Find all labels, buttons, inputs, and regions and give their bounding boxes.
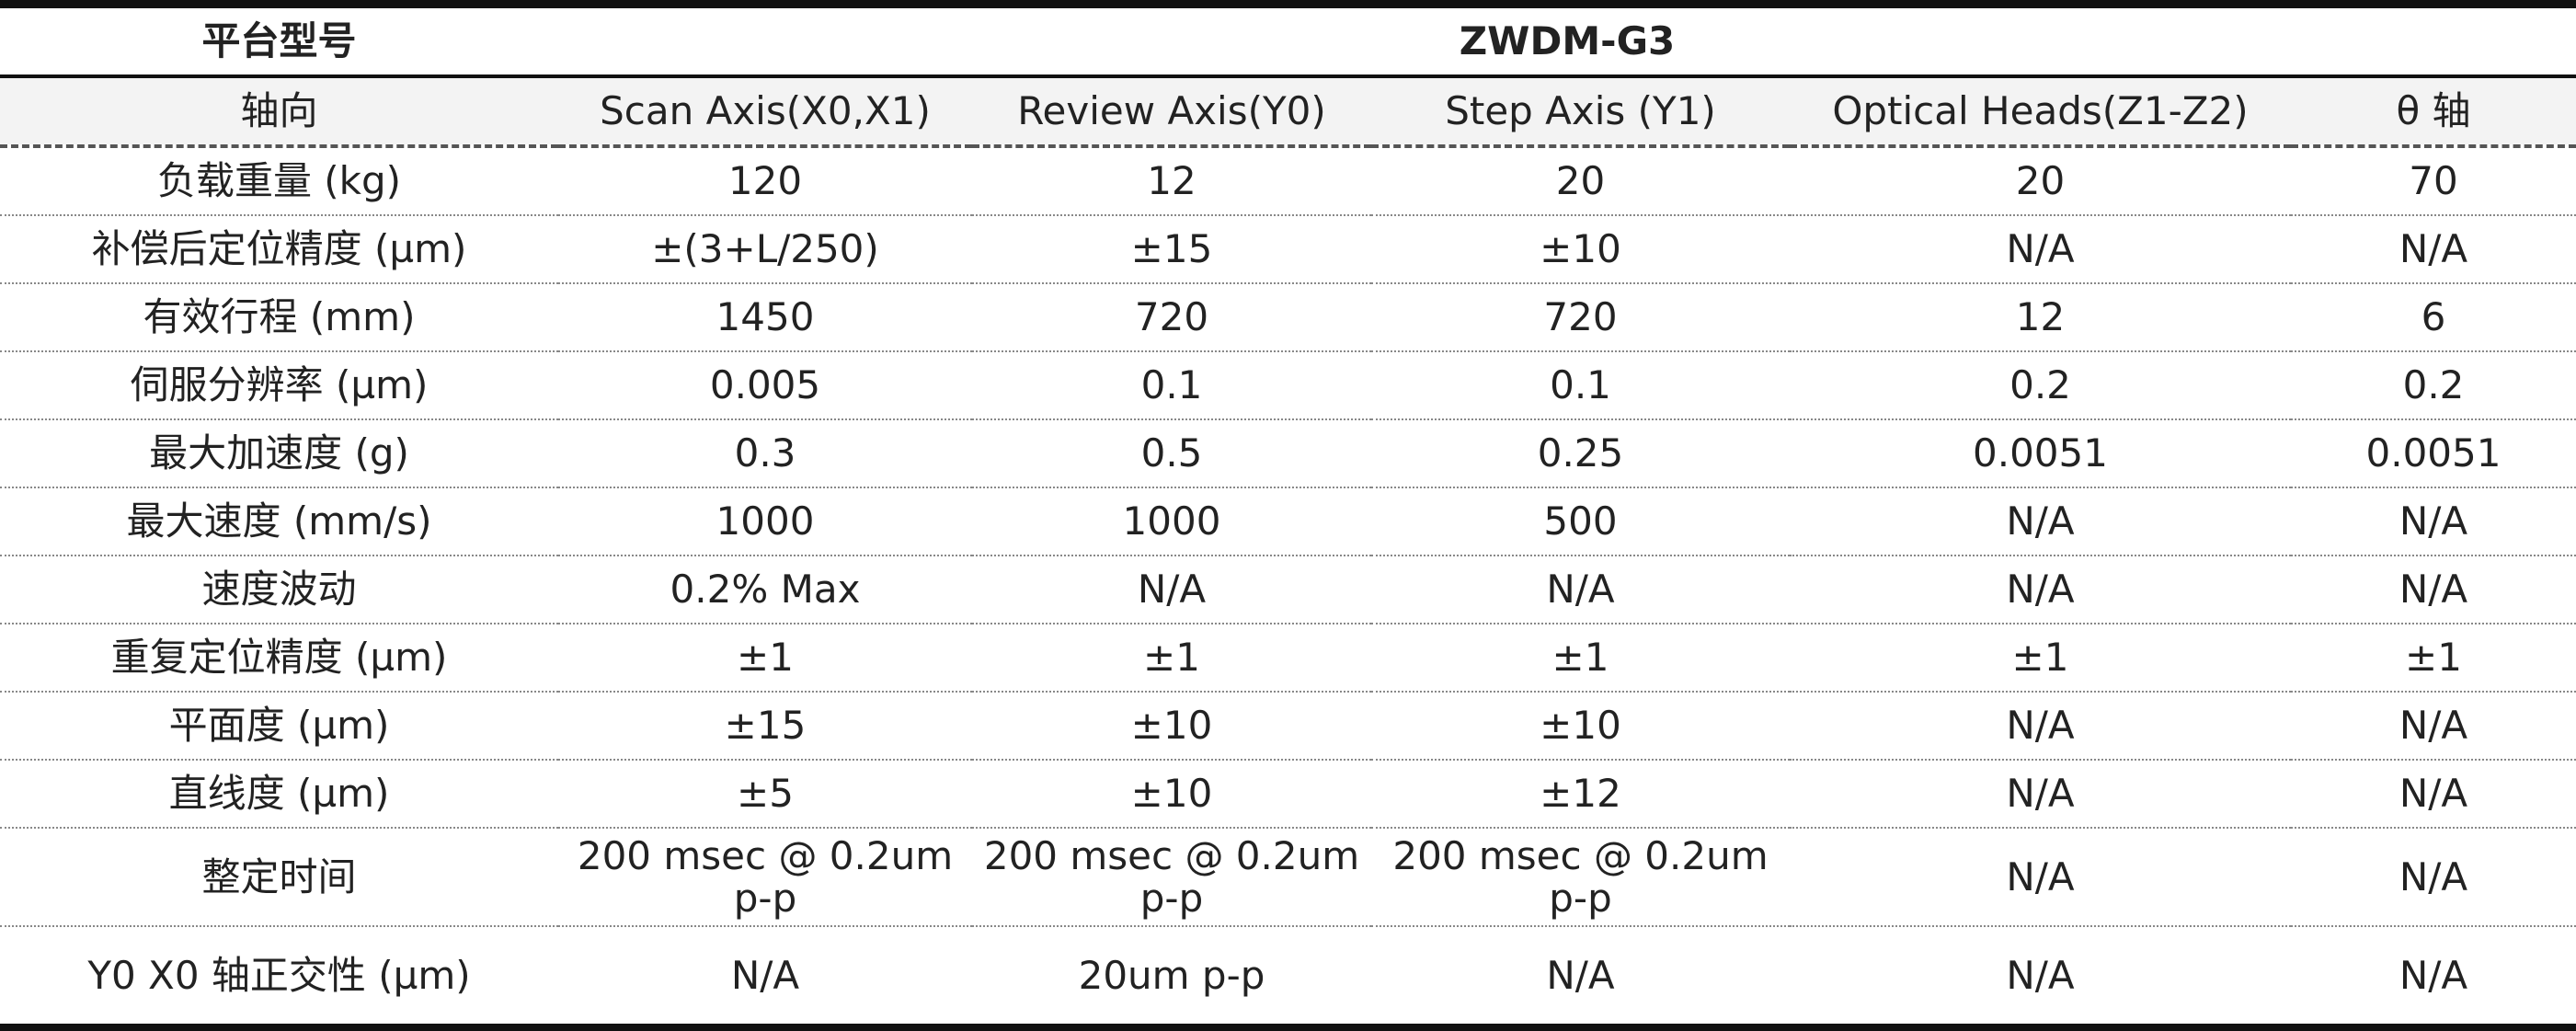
table-cell: 1000 [972,487,1371,556]
table-cell: 0.0051 [1790,419,2291,488]
table-cell: 20 [1790,146,2291,216]
table-row: 平面度 (µm) ±15 ±10 ±10 N/A N/A [0,692,2576,761]
table-cell: ±10 [972,760,1371,829]
table-cell: 伺服分辨率 (µm) [0,351,558,420]
table-cell: ±1 [1371,624,1790,693]
table-cell: 0.0051 [2291,419,2576,488]
table-cell: ±5 [558,760,972,829]
table-cell: 负载重量 (kg) [0,146,558,216]
table-cell: N/A [2291,828,2576,927]
table-cell: 200 msec @ 0.2um p-p [1371,828,1790,927]
table-cell: N/A [1790,926,2291,1031]
table-cell: 0.2 [2291,351,2576,420]
table-row: Y0 X0 轴正交性 (µm) N/A 20um p-p N/A N/A N/A [0,926,2576,1031]
table-row: 最大加速度 (g) 0.3 0.5 0.25 0.0051 0.0051 [0,419,2576,488]
table-cell: N/A [1371,926,1790,1031]
table-row: 平台型号 ZWDM-G3 [0,0,2576,78]
table-cell: 20 [1371,146,1790,216]
table-cell: N/A [1371,556,1790,624]
table-row: 轴向 Scan Axis(X0,X1) Review Axis(Y0) Step Ax… [0,76,2576,148]
table-cell: N/A [1790,828,2291,927]
table-cell: ±12 [1371,760,1790,829]
table-cell: N/A [558,926,972,1031]
table-cell: 0.2 [1790,351,2291,420]
table-cell: 1450 [558,283,972,352]
table-row: 伺服分辨率 (µm) 0.005 0.1 0.1 0.2 0.2 [0,351,2576,420]
table-cell: 12 [972,146,1371,216]
table-cell: 最大加速度 (g) [0,419,558,488]
table-row: 整定时间 200 msec @ 0.2um p-p 200 msec @ 0.2um… [0,828,2576,927]
table-cell: Step Axis (Y1) [1371,76,1790,148]
table-cell: N/A [2291,760,2576,829]
table-cell: θ 轴 [2291,76,2576,148]
table-cell: ±15 [972,215,1371,284]
table-cell: 200 msec @ 0.2um p-p [972,828,1371,927]
table-cell: 0.2% Max [558,556,972,624]
table-cell: 120 [558,146,972,216]
table-cell: ±1 [1790,624,2291,693]
table-cell: 重复定位精度 (µm) [0,624,558,693]
table-cell: N/A [2291,215,2576,284]
table-cell: 直线度 (µm) [0,760,558,829]
table-cell: 0.25 [1371,419,1790,488]
table-cell: ±10 [1371,692,1790,761]
table-cell: 12 [1790,283,2291,352]
table-row: 有效行程 (mm) 1450 720 720 12 6 [0,283,2576,352]
table-cell: ZWDM-G3 [558,0,2576,78]
table-cell: 6 [2291,283,2576,352]
table-cell: 轴向 [0,76,558,148]
table-cell: N/A [1790,692,2291,761]
table-cell: 补偿后定位精度 (µm) [0,215,558,284]
table-cell: N/A [972,556,1371,624]
table-cell: N/A [1790,487,2291,556]
table-cell: 最大速度 (mm/s) [0,487,558,556]
table-row: 负载重量 (kg) 120 12 20 20 70 [0,146,2576,216]
table-cell: 0.3 [558,419,972,488]
table-cell: N/A [2291,487,2576,556]
table-cell: 500 [1371,487,1790,556]
table-row: 重复定位精度 (µm) ±1 ±1 ±1 ±1 ±1 [0,624,2576,693]
table-cell: 70 [2291,146,2576,216]
table-row: 速度波动 0.2% Max N/A N/A N/A N/A [0,556,2576,624]
table-cell: 1000 [558,487,972,556]
table-cell: 整定时间 [0,828,558,927]
table-cell: ±15 [558,692,972,761]
table-cell: Y0 X0 轴正交性 (µm) [0,926,558,1031]
table-cell: 0.1 [972,351,1371,420]
table-cell: 720 [1371,283,1790,352]
table-cell: Review Axis(Y0) [972,76,1371,148]
table-cell: N/A [2291,556,2576,624]
table-cell: N/A [2291,926,2576,1031]
table-row: 补偿后定位精度 (µm) ±(3+L/250) ±15 ±10 N/A N/A [0,215,2576,284]
table-cell: 有效行程 (mm) [0,283,558,352]
table-row: 直线度 (µm) ±5 ±10 ±12 N/A N/A [0,760,2576,829]
table-cell: ±1 [972,624,1371,693]
table-cell: 0.1 [1371,351,1790,420]
table-cell: 20um p-p [972,926,1371,1031]
table-cell: ±10 [1371,215,1790,284]
table-cell: 平面度 (µm) [0,692,558,761]
table-cell: N/A [1790,556,2291,624]
table-cell: ±(3+L/250) [558,215,972,284]
table-cell: ±1 [558,624,972,693]
table-cell: ±10 [972,692,1371,761]
table-cell: 0.5 [972,419,1371,488]
table-cell: 200 msec @ 0.2um p-p [558,828,972,927]
table-cell: 0.005 [558,351,972,420]
table-cell: 720 [972,283,1371,352]
table-cell: Optical Heads(Z1-Z2) [1790,76,2291,148]
table-row: 最大速度 (mm/s) 1000 1000 500 N/A N/A [0,487,2576,556]
table-cell: N/A [1790,760,2291,829]
table-cell: ±1 [2291,624,2576,693]
table-cell: N/A [2291,692,2576,761]
table-cell: N/A [1790,215,2291,284]
table-cell: 平台型号 [0,0,558,78]
table-cell: 速度波动 [0,556,558,624]
table-cell: Scan Axis(X0,X1) [558,76,972,148]
